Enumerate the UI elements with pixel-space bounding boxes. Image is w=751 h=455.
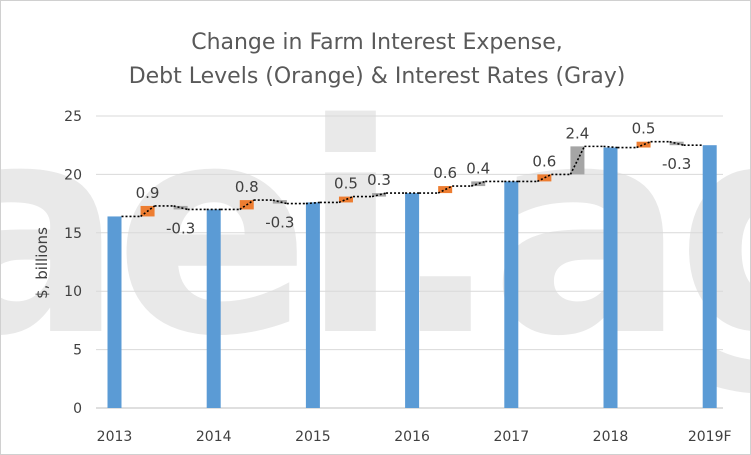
total-bar bbox=[603, 147, 618, 408]
x-tick-label: 2014 bbox=[196, 429, 232, 445]
total-bar bbox=[405, 193, 420, 408]
rate-bar bbox=[272, 200, 287, 204]
connector-line bbox=[537, 173, 552, 183]
total-bar bbox=[504, 181, 519, 408]
debt-bar bbox=[438, 186, 453, 194]
x-tick-label: 2017 bbox=[493, 429, 529, 445]
total-bar bbox=[305, 202, 320, 408]
debt-data-label: 0.9 bbox=[136, 184, 160, 202]
y-axis-label: $, billions bbox=[33, 227, 51, 299]
total-bar bbox=[206, 209, 221, 408]
x-tick-label: 2018 bbox=[593, 429, 629, 445]
y-tick-label: 20 bbox=[64, 167, 82, 183]
x-tick-label: 2015 bbox=[295, 429, 331, 445]
debt-data-label: 0.8 bbox=[235, 178, 259, 196]
connector-line bbox=[470, 180, 486, 187]
connector-line bbox=[669, 140, 684, 146]
rate-bar bbox=[669, 141, 684, 146]
connector-line bbox=[569, 146, 586, 175]
rate-bar bbox=[570, 146, 585, 175]
y-tick-label: 0 bbox=[73, 401, 82, 417]
rate-data-label: -0.3 bbox=[265, 214, 294, 232]
x-axis-ticks: 2013 2014 2015 2016 2017 2018 2019F bbox=[97, 429, 732, 445]
connector-line bbox=[239, 199, 255, 211]
watermark: aei.ag bbox=[1, 63, 750, 400]
total-bar bbox=[702, 145, 717, 408]
debt-bar bbox=[636, 141, 651, 148]
y-tick-label: 10 bbox=[64, 284, 82, 300]
rate-bar bbox=[372, 193, 387, 197]
x-tick-label: 2016 bbox=[394, 429, 430, 445]
chart-marks: 0.9 -0.3 0.8 -0.3 0.5 0.3 0.6 0.4 0.6 2.4 0.5 -0.3 bbox=[107, 120, 717, 408]
chart-title-line-1: Change in Farm Interest Expense, bbox=[191, 30, 563, 55]
rate-data-label: -0.3 bbox=[166, 219, 195, 237]
rate-bar bbox=[471, 181, 486, 187]
y-tick-label: 25 bbox=[64, 109, 82, 125]
rate-data-label: 2.4 bbox=[566, 124, 590, 142]
debt-data-label: 0.6 bbox=[433, 164, 457, 182]
total-bar bbox=[107, 216, 122, 408]
debt-data-label: 0.5 bbox=[632, 120, 656, 138]
debt-bar bbox=[338, 196, 353, 203]
y-tick-label: 5 bbox=[73, 343, 82, 359]
connector-line bbox=[636, 140, 651, 149]
debt-data-label: 0.5 bbox=[334, 175, 358, 193]
connector-line bbox=[338, 195, 354, 204]
rate-data-label: 0.4 bbox=[466, 159, 490, 177]
debt-bar bbox=[537, 174, 552, 182]
connector-line bbox=[173, 205, 188, 211]
rate-data-label: 0.3 bbox=[367, 171, 391, 189]
debt-data-label: 0.6 bbox=[532, 152, 556, 170]
chart-title-line-2: Debt Levels (Orange) & Interest Rates (G… bbox=[129, 64, 626, 89]
rate-data-label: -0.3 bbox=[662, 155, 691, 173]
connector-line bbox=[140, 205, 156, 218]
connector-line bbox=[437, 185, 453, 194]
y-tick-label: 15 bbox=[64, 226, 82, 242]
x-tick-label: 2013 bbox=[97, 429, 133, 445]
rate-bar bbox=[173, 205, 188, 210]
connector-line bbox=[272, 199, 288, 205]
connector-line bbox=[371, 192, 387, 198]
x-tick-label: 2019F bbox=[688, 429, 732, 445]
y-axis-ticks: 0 5 10 15 20 25 bbox=[64, 109, 82, 417]
